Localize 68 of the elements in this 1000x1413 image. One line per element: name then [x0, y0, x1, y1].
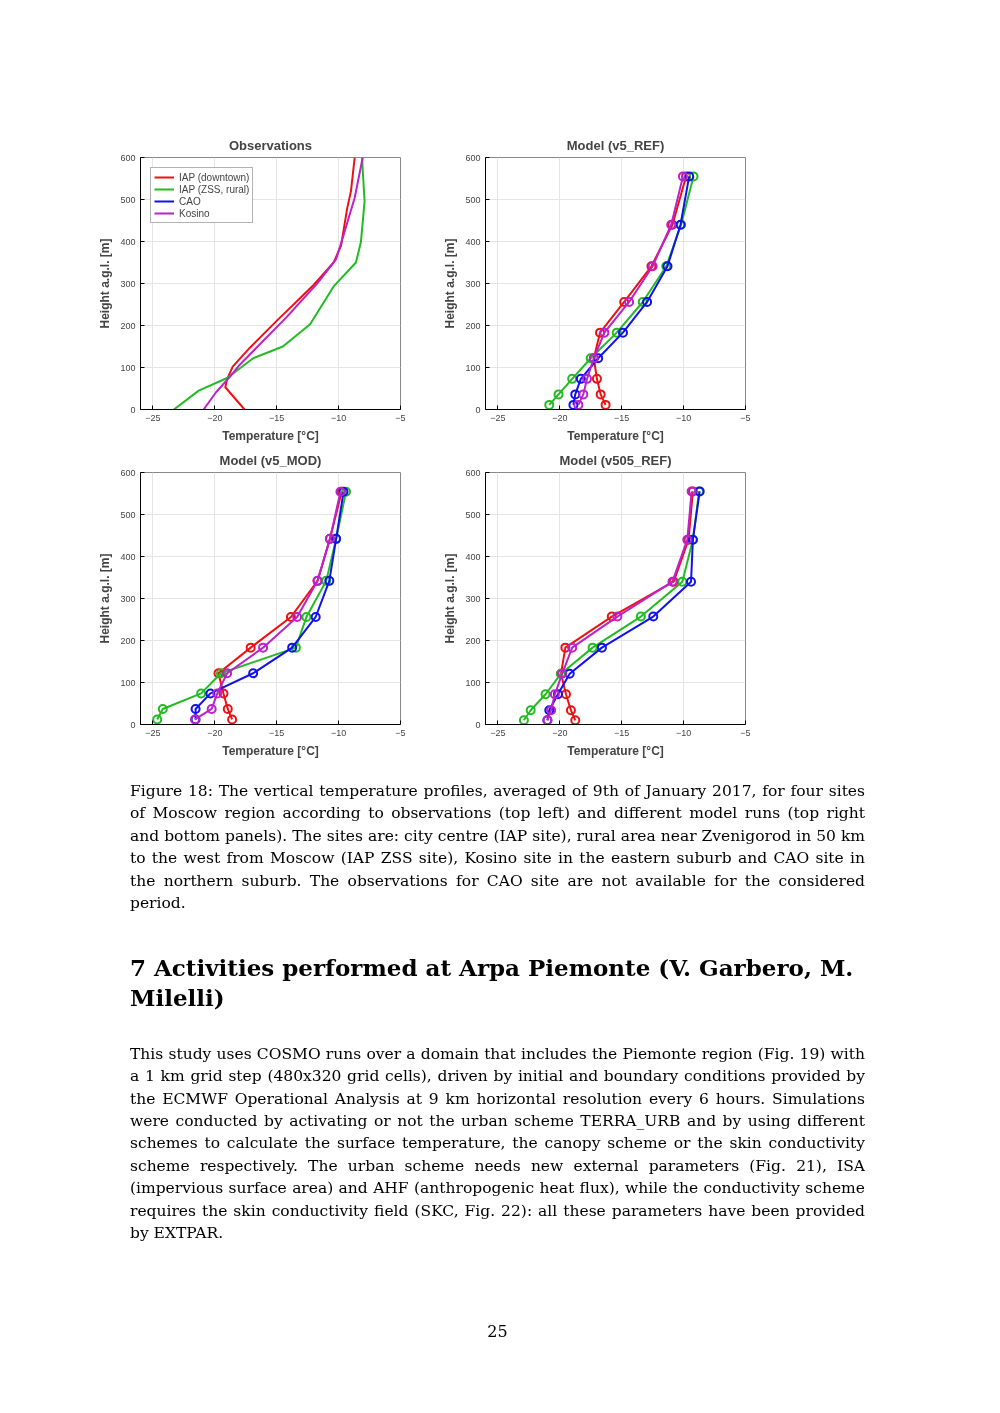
- y-axis-title: Height a.g.l. [m]: [98, 553, 113, 644]
- y-tick-label: 400: [465, 551, 481, 562]
- x-tick-label: −15: [614, 727, 630, 738]
- y-tick-label: 400: [120, 551, 136, 562]
- y-tick-label: 500: [465, 194, 481, 205]
- x-tick-label: −20: [552, 412, 568, 423]
- y-tick-label: 0: [475, 719, 481, 730]
- y-tick-label: 600: [465, 152, 481, 163]
- text: This study uses COSMO runs over a domain that includes the Piemonte region (Fig. 19) with a 1 km grid step (480x320 grid cells), driven by initial and boundary conditions provided by the ECMWF Operational Analysis at 9 km horizontal resolution every 6 hours. Simulations were conducted by activating or not the urban scheme TERRA_URB and by using different schemes to calculate the surface temperature, the canopy scheme or the skin conductivity scheme respectively. The urban scheme needs new external parameters (Fig. 21), ISA (impervious surface area) and AHF (anthropogenic heat flux), while the conductivity scheme requires the skin conductivity field (SKC, Fig. 22): all these parameters have been provided by EXTPAR.: [130, 1044, 865, 1243]
- legend-label: IAP (downtown): [179, 171, 250, 183]
- x-tick-label: −15: [269, 412, 285, 423]
- y-tick-label: 500: [465, 509, 481, 520]
- y-tick-label: 300: [120, 593, 136, 604]
- x-tick-label: −10: [330, 412, 347, 423]
- y-axis-title: Height a.g.l. [m]: [443, 553, 458, 644]
- y-tick-label: 300: [120, 278, 136, 289]
- y-tick-label: 0: [130, 719, 136, 730]
- x-axis-title: Temperature [°C]: [567, 428, 664, 443]
- chart-title: Model (v5_MOD): [219, 452, 322, 468]
- y-tick-label: 500: [120, 194, 136, 205]
- x-axis-title: Temperature [°C]: [222, 428, 319, 443]
- y-tick-label: 600: [465, 467, 481, 478]
- y-tick-label: 100: [120, 362, 136, 373]
- x-tick-label: −20: [552, 727, 568, 738]
- text: 25: [486, 1320, 509, 1343]
- y-tick-label: 200: [120, 320, 136, 331]
- x-tick-label: −10: [675, 727, 692, 738]
- x-tick-label: −20: [207, 727, 223, 738]
- x-tick-label: −25: [490, 412, 506, 423]
- y-tick-label: 600: [120, 152, 136, 163]
- y-tick-label: 600: [120, 467, 136, 478]
- x-tick-label: −25: [145, 727, 161, 738]
- y-tick-label: 200: [465, 635, 481, 646]
- y-tick-label: 0: [130, 404, 136, 415]
- y-tick-label: 200: [465, 320, 481, 331]
- x-tick-label: −5: [740, 727, 751, 738]
- y-tick-label: 200: [120, 635, 136, 646]
- text: 7 Activities performed at Arpa Piemonte (V. Garbero, M. Milelli): [130, 952, 855, 1013]
- x-tick-label: −10: [675, 412, 692, 423]
- legend-label: CAO: [179, 195, 201, 207]
- legend-label: IAP (ZSS, rural): [179, 183, 250, 195]
- x-tick-label: −20: [207, 412, 223, 423]
- x-tick-label: −25: [490, 727, 506, 738]
- chart-title: Model (v5_REF): [566, 137, 665, 153]
- y-tick-label: 0: [475, 404, 481, 415]
- y-tick-label: 300: [465, 278, 481, 289]
- y-tick-label: 500: [120, 509, 136, 520]
- y-tick-label: 300: [465, 593, 481, 604]
- x-tick-label: −15: [269, 727, 285, 738]
- caption: Figure 18: The vertical temperature profiles, averaged of 9th of January 2017, for four sites of Moscow region according to observations (top left) and different model runs (top right and bottom panels). The sites are: city centre (IAP site), rural area near Zvenigorod in 50 km to the west from Moscow (IAP ZSS site), Kosino site in the eastern suburb and CAO site in the northern suburb. The observations for CAO site are not available for the considered period.: [130, 781, 865, 915]
- chart-title: Observations: [228, 137, 313, 153]
- y-axis-title: Height a.g.l. [m]: [98, 238, 113, 329]
- y-tick-label: 100: [465, 677, 481, 688]
- y-tick-label: 400: [120, 236, 136, 247]
- x-tick-label: −15: [614, 412, 630, 423]
- x-axis-title: Temperature [°C]: [222, 743, 319, 758]
- x-axis-title: Temperature [°C]: [567, 743, 664, 758]
- y-tick-label: 100: [120, 677, 136, 688]
- x-tick-label: −25: [145, 412, 161, 423]
- chart-title: Model (v505_REF): [559, 452, 672, 468]
- x-tick-label: −10: [330, 727, 347, 738]
- x-tick-label: −5: [740, 412, 751, 423]
- y-tick-label: 100: [465, 362, 481, 373]
- y-tick-label: 400: [465, 236, 481, 247]
- legend-label: Kosino: [179, 207, 210, 219]
- x-tick-label: −5: [395, 412, 406, 423]
- y-axis-title: Height a.g.l. [m]: [443, 238, 458, 329]
- x-tick-label: −5: [395, 727, 406, 738]
